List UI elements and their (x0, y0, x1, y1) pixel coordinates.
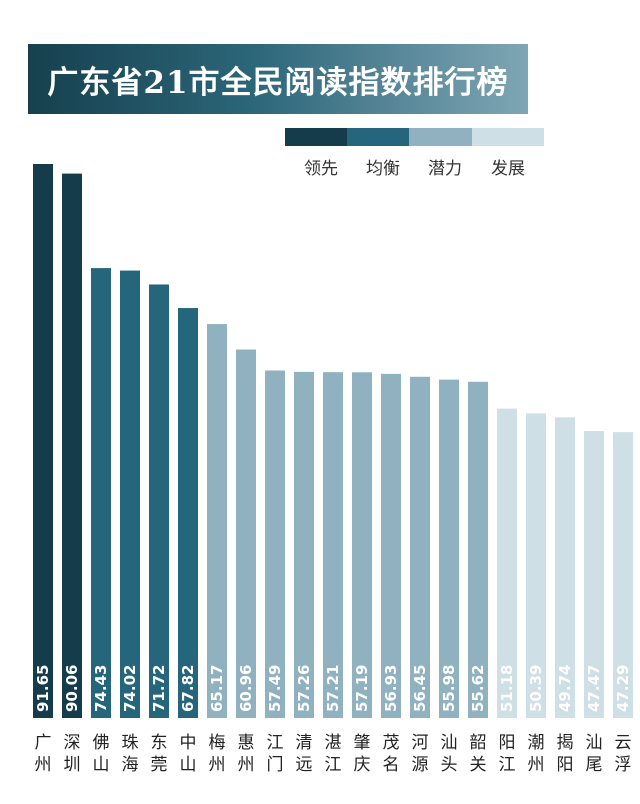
category-label: 阳江 (499, 733, 516, 775)
category-label: 佛山 (93, 733, 110, 775)
bar-东莞 (149, 284, 169, 718)
legend-swatch-lead (285, 128, 357, 146)
category-label: 汕头 (441, 733, 458, 775)
category-label: 东莞 (151, 733, 168, 775)
value-label: 91.65 (34, 665, 52, 712)
category-label: 揭阳 (557, 733, 574, 775)
category-label: 河源 (412, 733, 429, 775)
value-label: 57.21 (324, 665, 342, 712)
bar-佛山 (91, 268, 111, 718)
bar-中山 (178, 308, 198, 718)
category-label: 韶关 (470, 733, 487, 775)
category-label: 汕尾 (586, 733, 603, 775)
category-label: 茂名 (383, 733, 400, 775)
category-label: 云浮 (615, 733, 632, 775)
bar-珠海 (120, 270, 140, 718)
legend-label-potential: 潜力 (428, 159, 462, 179)
category-label: 珠海 (122, 733, 139, 775)
bar-梅州 (207, 324, 227, 718)
bar-广州 (33, 164, 53, 718)
bar-茂名 (381, 373, 401, 718)
value-label: 57.19 (353, 665, 371, 712)
bar-潮州 (526, 413, 546, 718)
value-label: 50.39 (527, 665, 545, 712)
value-label: 90.06 (63, 665, 81, 712)
legend-item-balanced: 均衡 (347, 128, 419, 179)
bar-河源 (410, 376, 430, 718)
bar-汕尾 (584, 431, 604, 718)
value-label: 56.93 (382, 665, 400, 712)
bar-深圳 (62, 173, 82, 718)
value-label: 55.98 (440, 665, 458, 712)
value-label: 56.45 (411, 665, 429, 712)
bar-惠州 (236, 349, 256, 718)
category-label: 清远 (296, 733, 313, 775)
category-label: 潮州 (528, 733, 545, 775)
legend-item-potential: 潜力 (409, 128, 481, 179)
legend-swatch-balanced (347, 128, 419, 146)
legend-item-lead: 领先 (285, 128, 357, 179)
bar-汕头 (439, 379, 459, 718)
value-label: 65.17 (208, 665, 226, 712)
value-label: 55.62 (469, 665, 487, 712)
legend-label-lead: 领先 (304, 159, 338, 179)
bar-江门 (265, 370, 285, 718)
chart-title: 广东省21市全民阅读指数排行榜 (47, 64, 509, 101)
category-label: 梅州 (209, 733, 226, 775)
category-label: 深圳 (64, 733, 81, 775)
category-label: 江门 (267, 733, 284, 775)
chart-title-banner: 广东省21市全民阅读指数排行榜 (28, 44, 528, 114)
value-label: 67.82 (179, 665, 197, 712)
value-label: 47.29 (614, 665, 632, 712)
category-label: 广州 (35, 733, 52, 775)
bar-肇庆 (352, 372, 372, 718)
bar-揭阳 (555, 417, 575, 718)
legend-label-balanced: 均衡 (366, 159, 400, 179)
value-label: 74.43 (92, 665, 110, 712)
value-label: 49.74 (556, 665, 574, 712)
bar-韶关 (468, 381, 488, 718)
legend-label-developing: 发展 (491, 159, 525, 179)
bar-清远 (294, 371, 314, 718)
category-label: 中山 (180, 733, 197, 775)
legend-swatch-developing (472, 128, 544, 146)
bar-湛江 (323, 372, 343, 718)
value-label: 51.18 (498, 665, 516, 712)
category-label: 肇庆 (354, 733, 371, 775)
value-label: 47.47 (585, 665, 603, 712)
value-label: 57.49 (266, 665, 284, 712)
category-label: 湛江 (325, 733, 342, 775)
value-label: 60.96 (237, 665, 255, 712)
legend-item-developing: 发展 (472, 128, 544, 179)
bar-云浮 (613, 432, 633, 718)
category-label: 惠州 (238, 733, 255, 775)
legend-swatch-potential (409, 128, 481, 146)
value-label: 57.26 (295, 665, 313, 712)
bar-阳江 (497, 408, 517, 718)
value-label: 71.72 (150, 665, 168, 712)
value-label: 74.02 (121, 665, 139, 712)
